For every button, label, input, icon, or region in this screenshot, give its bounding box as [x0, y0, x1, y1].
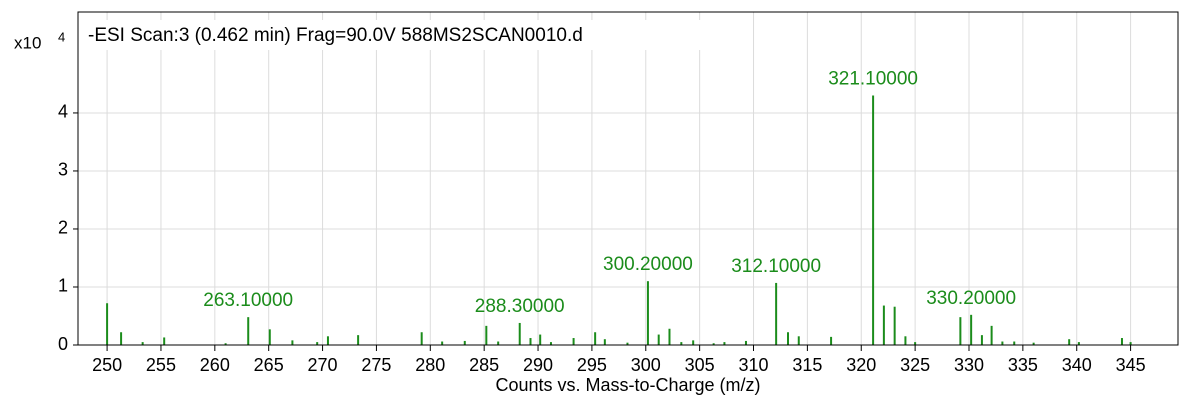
chart-title: -ESI Scan:3 (0.462 min) Frag=90.0V 588MS… — [88, 25, 583, 46]
x-tick-label: 285 — [469, 355, 499, 375]
y-multiplier: x10 — [14, 33, 41, 52]
x-tick-label: 270 — [308, 355, 338, 375]
x-tick-label: 260 — [200, 355, 230, 375]
x-tick-label: 335 — [1008, 355, 1038, 375]
plot-frame — [77, 11, 1179, 346]
y-tick-label: 3 — [58, 160, 68, 180]
y-tick-label: 1 — [58, 276, 68, 296]
y-tick-label: 0 — [58, 334, 68, 354]
y-tick-label: 2 — [58, 218, 68, 238]
x-tick-label: 295 — [577, 355, 607, 375]
x-tick-label: 280 — [415, 355, 445, 375]
x-tick-label: 340 — [1062, 355, 1092, 375]
x-axis-label: Counts vs. Mass-to-Charge (m/z) — [495, 375, 760, 395]
x-tick-label: 330 — [954, 355, 984, 375]
y-multiplier-exponent: 4 — [58, 29, 65, 44]
x-tick-label: 255 — [146, 355, 176, 375]
peak-label: 288.30000 — [475, 296, 565, 317]
marks — [106, 95, 1132, 345]
y-tick-label: 4 — [58, 102, 68, 122]
peak-label: 263.10000 — [203, 290, 293, 311]
x-tick-label: 325 — [900, 355, 930, 375]
x-tick-label: 265 — [254, 355, 284, 375]
x-tick-label: 315 — [792, 355, 822, 375]
x-tick-label: 345 — [1116, 355, 1146, 375]
plot-area — [78, 12, 1178, 345]
x-tick-label: 275 — [361, 355, 391, 375]
x-tick-label: 300 — [631, 355, 661, 375]
x-tick-label: 305 — [685, 355, 715, 375]
x-tick-label: 250 — [92, 355, 122, 375]
title-box — [84, 20, 744, 50]
x-tick-label: 290 — [523, 355, 553, 375]
peak-label: 321.10000 — [828, 69, 918, 90]
x-tick-label: 320 — [846, 355, 876, 375]
x-tick-label: 310 — [738, 355, 768, 375]
peak-label: 330.20000 — [926, 288, 1016, 309]
grid — [78, 12, 1178, 346]
peak-label: 300.20000 — [603, 254, 693, 275]
peak-label: 312.10000 — [731, 256, 821, 277]
